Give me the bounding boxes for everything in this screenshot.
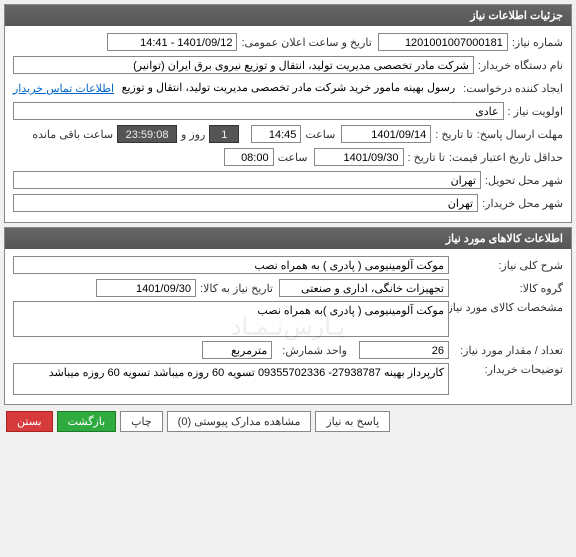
field-announce: 1401/09/12 - 14:41 — [107, 33, 237, 51]
label-buyer-city: شهر محل خریدار: — [482, 197, 563, 210]
field-creator: رسول بهینه مامور خرید شرکت مادر تخصصی مد… — [114, 79, 459, 97]
label-reply-deadline: مهلت ارسال پاسخ: — [477, 128, 563, 141]
label-to-date-1: تا تاریخ : — [435, 128, 472, 141]
row-summary: شرح کلی نیاز: موکت آلومینیومی ( پادری ) … — [13, 255, 563, 275]
field-count-unit: مترمربع — [202, 341, 272, 359]
field-item-need-date: 1401/09/30 — [96, 279, 196, 297]
row-price-validity: حداقل تاریخ اعتبار قیمت: تا تاریخ : 1401… — [13, 147, 563, 167]
button-bar: پاسخ به نیاز مشاهده مدارک پیوستی (0) چاپ… — [6, 411, 570, 432]
field-need-number: 1201001007000181 — [378, 33, 508, 51]
row-priority: اولویت نیاز : عادی — [13, 101, 563, 121]
field-reply-time: 14:45 — [251, 125, 301, 143]
label-spec: مشخصات کالای مورد نیاز: — [453, 301, 563, 314]
field-delivery-city: تهران — [13, 171, 481, 189]
row-buyer-org: نام دستگاه خریدار: شرکت مادر تخصصی مدیری… — [13, 55, 563, 75]
label-priority: اولویت نیاز : — [508, 105, 563, 118]
label-time-1: ساعت — [305, 128, 335, 141]
label-need-number: شماره نیاز: — [512, 36, 563, 49]
label-item-need-date: تاریخ نیاز به کالا: — [200, 282, 273, 295]
contact-link[interactable]: اطلاعات تماس خریدار — [13, 82, 114, 95]
label-days-and: روز و — [181, 128, 205, 141]
field-buyer-org: شرکت مادر تخصصی مدیریت تولید، انتقال و ت… — [13, 56, 474, 74]
label-creator: ایجاد کننده درخواست: — [463, 82, 563, 95]
row-reply-deadline: مهلت ارسال پاسخ: تا تاریخ : 1401/09/14 س… — [13, 124, 563, 144]
label-count-unit: واحد شمارش: — [282, 344, 347, 357]
field-qty: 26 — [359, 341, 449, 359]
row-buyer-city: شهر محل خریدار: تهران — [13, 193, 563, 213]
field-price-date: 1401/09/30 — [314, 148, 404, 166]
field-buyer-city: تهران — [13, 194, 478, 212]
label-to-date-2: تا تاریخ : — [408, 151, 445, 164]
row-qty: تعداد / مقدار مورد نیاز: 26 واحد شمارش: … — [13, 340, 563, 360]
need-info-panel: جزئیات اطلاعات نیاز شماره نیاز: 12010010… — [4, 4, 572, 223]
field-group: تجهیزات خانگی، اداری و صنعتی — [279, 279, 449, 297]
row-need-number: شماره نیاز: 1201001007000181 تاریخ و ساع… — [13, 32, 563, 52]
label-summary: شرح کلی نیاز: — [453, 259, 563, 272]
items-info-body: شرح کلی نیاز: موکت آلومینیومی ( پادری ) … — [5, 249, 571, 404]
attachments-button[interactable]: مشاهده مدارک پیوستی (0) — [167, 411, 312, 432]
badge-remain-time: 23:59:08 — [117, 125, 177, 143]
items-info-header: اطلاعات کالاهای مورد نیاز — [5, 228, 571, 249]
items-info-panel: اطلاعات کالاهای مورد نیاز شرح کلی نیاز: … — [4, 227, 572, 405]
badge-remain-days: 1 — [209, 125, 239, 143]
field-summary: موکت آلومینیومی ( پادری ) به همراه نصب — [13, 256, 449, 274]
row-delivery-city: شهر محل تحویل: تهران — [13, 170, 563, 190]
label-time-2: ساعت — [278, 151, 308, 164]
label-group: گروه کالا: — [453, 282, 563, 295]
label-hours-remaining: ساعت باقی مانده — [32, 128, 113, 141]
row-spec: مشخصات کالای مورد نیاز: موکت آلومینیومی … — [13, 301, 563, 337]
field-priority: عادی — [13, 102, 504, 120]
row-group: گروه کالا: تجهیزات خانگی، اداری و صنعتی … — [13, 278, 563, 298]
field-notes: کارپرداز بهینه 27938787- 09355702336 تسو… — [13, 363, 449, 395]
close-button[interactable]: بستن — [6, 411, 53, 432]
field-reply-date: 1401/09/14 — [341, 125, 431, 143]
back-button[interactable]: بازگشت — [57, 411, 117, 432]
label-announce: تاریخ و ساعت اعلان عمومی: — [241, 36, 371, 49]
field-price-time: 08:00 — [224, 148, 274, 166]
label-qty: تعداد / مقدار مورد نیاز: — [453, 344, 563, 357]
need-info-body: شماره نیاز: 1201001007000181 تاریخ و ساع… — [5, 26, 571, 222]
print-button[interactable]: چاپ — [120, 411, 163, 432]
row-creator: ایجاد کننده درخواست: رسول بهینه مامور خر… — [13, 78, 563, 98]
label-notes: توضیحات خریدار: — [453, 363, 563, 376]
label-buyer-org: نام دستگاه خریدار: — [478, 59, 563, 72]
label-price-validity: حداقل تاریخ اعتبار قیمت: — [449, 151, 563, 164]
label-delivery-city: شهر محل تحویل: — [485, 174, 563, 187]
need-info-header: جزئیات اطلاعات نیاز — [5, 5, 571, 26]
field-spec: موکت آلومینیومی ( پادری )به همراه نصب — [13, 301, 449, 337]
row-notes: توضیحات خریدار: کارپرداز بهینه 27938787-… — [13, 363, 563, 395]
reply-button[interactable]: پاسخ به نیاز — [315, 411, 390, 432]
